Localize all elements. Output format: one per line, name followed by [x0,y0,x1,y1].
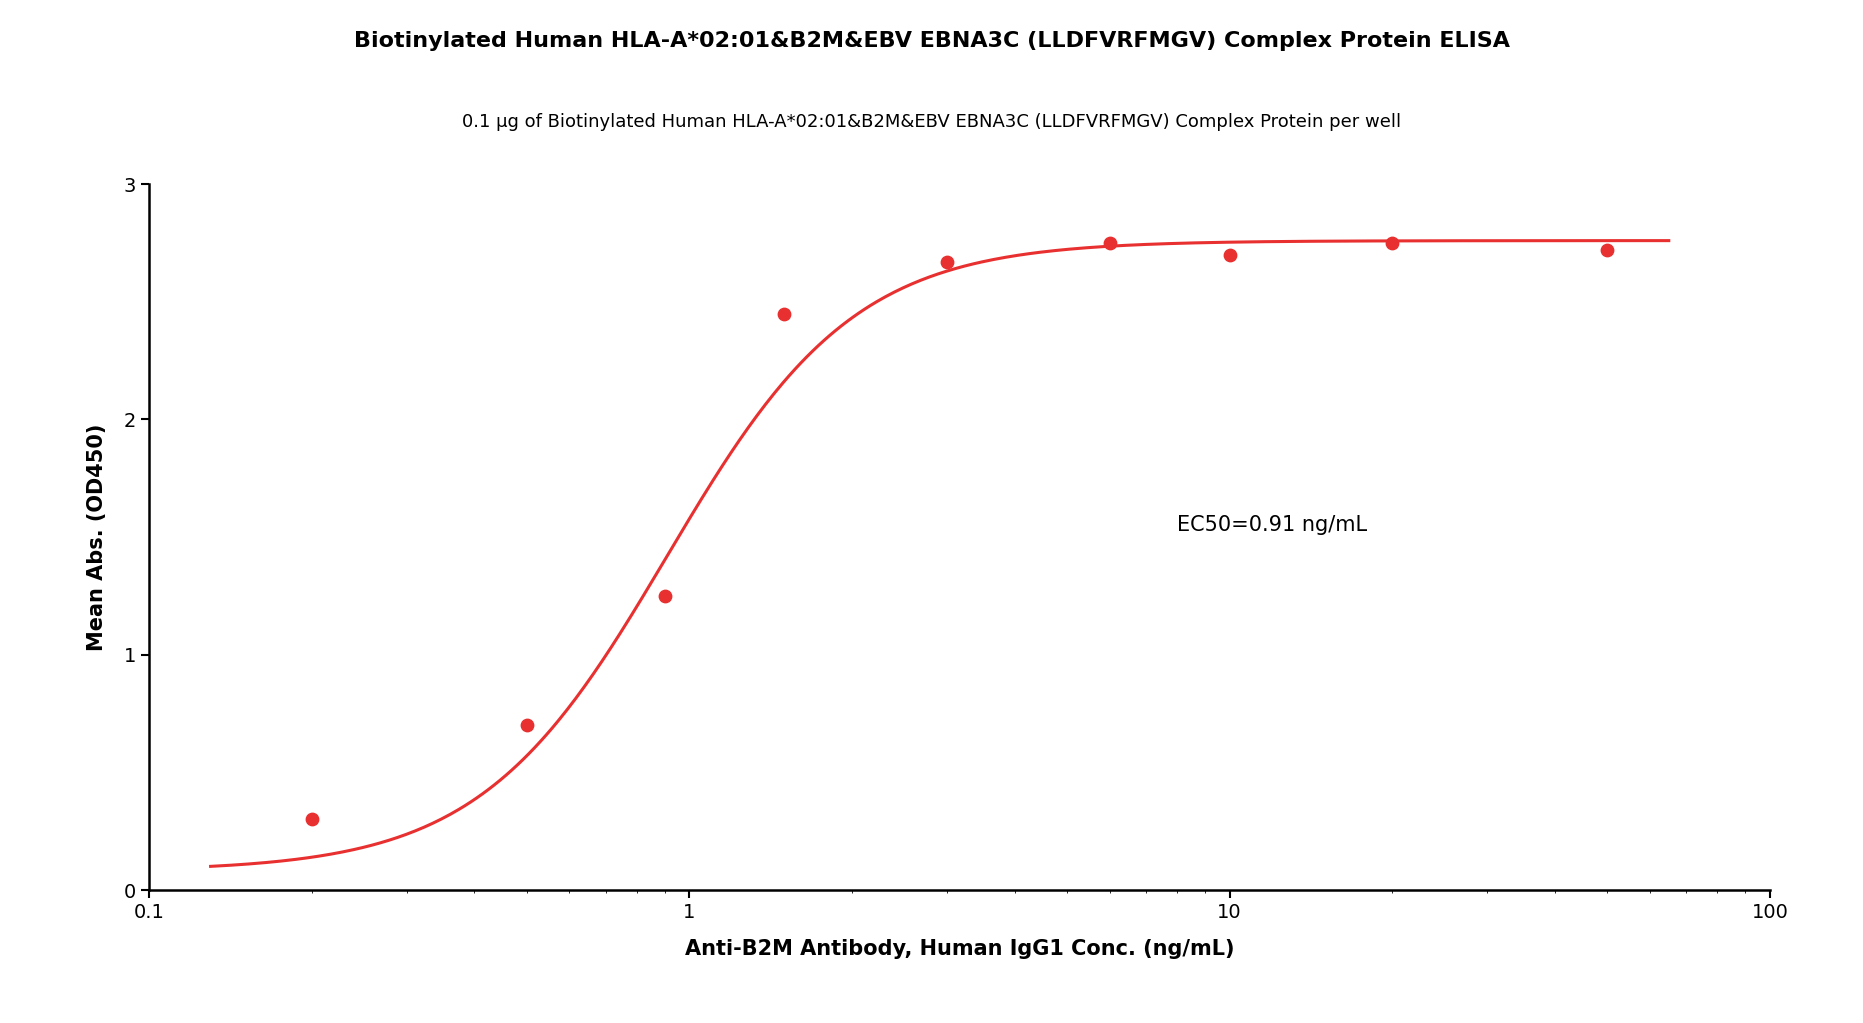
Point [932,254,961,270]
Point [769,306,799,322]
Point [1593,241,1623,258]
Point [1215,247,1244,263]
Text: EC50=0.91 ng/mL: EC50=0.91 ng/mL [1177,516,1367,535]
X-axis label: Anti-B2M Antibody, Human IgG1 Conc. (ng/mL): Anti-B2M Antibody, Human IgG1 Conc. (ng/… [686,939,1233,959]
Text: 0.1 μg of Biotinylated Human HLA-A*02:01&B2M&EBV EBNA3C (LLDFVRFMGV) Complex Pro: 0.1 μg of Biotinylated Human HLA-A*02:01… [462,113,1401,131]
Point [1095,235,1125,252]
Y-axis label: Mean Abs. (OD450): Mean Abs. (OD450) [88,424,106,651]
Point [296,811,326,828]
Point [512,717,542,733]
Point [1377,235,1407,252]
Text: Biotinylated Human HLA-A*02:01&B2M&EBV EBNA3C (LLDFVRFMGV) Complex Protein ELISA: Biotinylated Human HLA-A*02:01&B2M&EBV E… [354,31,1509,51]
Point [650,587,680,604]
